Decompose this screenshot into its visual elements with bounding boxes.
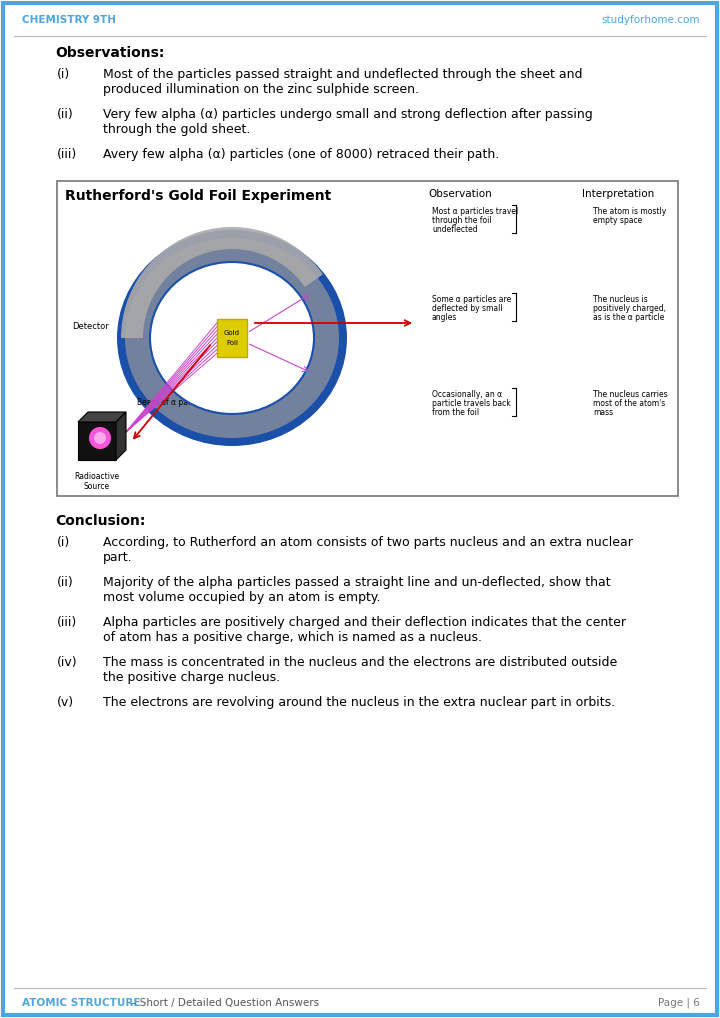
Text: – Short / Detailed Question Answers: – Short / Detailed Question Answers [128,998,319,1008]
Text: produced illumination on the zinc sulphide screen.: produced illumination on the zinc sulphi… [103,83,419,96]
Text: the positive charge nucleus.: the positive charge nucleus. [103,671,280,684]
Text: mass: mass [593,408,613,417]
Text: undeflected: undeflected [432,225,477,234]
Text: most volume occupied by an atom is empty.: most volume occupied by an atom is empty… [103,591,380,604]
Ellipse shape [150,262,314,414]
Text: angles: angles [432,313,457,322]
Text: Radioactive: Radioactive [74,472,120,480]
Text: empty space: empty space [593,216,642,225]
Text: According, to Rutherford an atom consists of two parts nucleus and an extra nucl: According, to Rutherford an atom consist… [103,536,633,549]
Text: Some α particles are: Some α particles are [432,295,511,304]
FancyBboxPatch shape [3,3,717,1015]
Text: through the gold sheet.: through the gold sheet. [103,123,251,136]
Text: particle travels back: particle travels back [432,399,510,408]
Text: positively charged,: positively charged, [593,304,666,313]
Text: (i): (i) [57,68,71,81]
Circle shape [89,427,111,449]
Bar [78,422,116,460]
Text: Observation: Observation [428,189,492,199]
Text: most of the atom's: most of the atom's [593,399,665,408]
Circle shape [94,432,106,444]
Text: Rutherford's Gold Foil Experiment: Rutherford's Gold Foil Experiment [65,189,331,203]
Ellipse shape [117,230,347,446]
Text: studyforhome.com: studyforhome.com [601,15,700,25]
Text: Occasionally, an α: Occasionally, an α [432,390,502,399]
Text: Foil: Foil [226,340,238,346]
Text: (i): (i) [57,536,71,549]
Text: deflected by small: deflected by small [432,304,503,313]
Text: through the foil: through the foil [432,216,492,225]
Text: Very few alpha (α) particles undergo small and strong deflection after passing: Very few alpha (α) particles undergo sma… [103,108,593,121]
Text: The electrons are revolving around the nucleus in the extra nuclear part in orbi: The electrons are revolving around the n… [103,696,615,709]
Text: The mass is concentrated in the nucleus and the electrons are distributed outsid: The mass is concentrated in the nucleus … [103,656,617,669]
Text: (iii): (iii) [57,148,77,161]
Text: Gold: Gold [224,330,240,336]
Bar [217,319,247,357]
Text: Majority of the alpha particles passed a straight line and un-deflected, show th: Majority of the alpha particles passed a… [103,576,611,589]
Text: ATOMIC STRUCTURE: ATOMIC STRUCTURE [22,998,140,1008]
Text: Alpha particles are positively charged and their deflection indicates that the c: Alpha particles are positively charged a… [103,616,626,629]
Text: (ii): (ii) [57,576,73,589]
Text: Beam of α particles: Beam of α particles [137,397,212,406]
Text: Most α particles travel: Most α particles travel [432,207,518,216]
Text: Detector: Detector [72,322,109,331]
Wedge shape [121,227,323,338]
Polygon shape [116,412,126,460]
Text: Avery few alpha (α) particles (one of 8000) retraced their path.: Avery few alpha (α) particles (one of 80… [103,148,499,161]
Text: The nucleus carries: The nucleus carries [593,390,667,399]
Text: Interpretation: Interpretation [582,189,654,199]
Text: The atom is mostly: The atom is mostly [593,207,666,216]
Text: Most of the particles passed straight and undeflected through the sheet and: Most of the particles passed straight an… [103,68,582,81]
Text: (iv): (iv) [57,656,78,669]
Text: as is the α particle: as is the α particle [593,313,665,322]
Text: of atom has a positive charge, which is named as a nucleus.: of atom has a positive charge, which is … [103,631,482,644]
Polygon shape [78,412,126,422]
Text: from the foil: from the foil [432,408,479,417]
Ellipse shape [125,238,339,438]
Text: Source: Source [84,482,110,491]
Bar [57,181,678,496]
Text: (iii): (iii) [57,616,77,629]
Text: part.: part. [103,551,132,564]
Text: Observations:: Observations: [55,46,164,60]
Text: The nucleus is: The nucleus is [593,295,648,304]
Text: Page | 6: Page | 6 [658,998,700,1008]
Text: Conclusion:: Conclusion: [55,514,145,528]
Text: (ii): (ii) [57,108,73,121]
Text: (v): (v) [57,696,74,709]
Text: CHEMISTRY 9TH: CHEMISTRY 9TH [22,15,116,25]
